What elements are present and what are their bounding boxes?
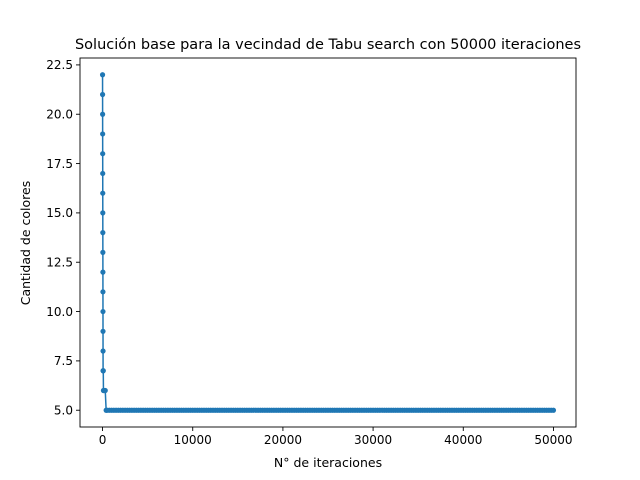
x-axis-label: N° de iteraciones xyxy=(274,455,382,470)
x-tick-label: 30000 xyxy=(354,433,392,447)
y-tick-label: 20.0 xyxy=(46,108,73,122)
data-point xyxy=(100,170,106,177)
y-axis-label: Cantidad de colores xyxy=(18,181,33,306)
x-tick-label: 50000 xyxy=(534,433,572,447)
plot-area xyxy=(99,72,557,413)
data-point xyxy=(100,308,106,315)
series-group xyxy=(99,72,557,413)
data-point xyxy=(100,210,106,216)
y-tick-label: 7.5 xyxy=(54,354,73,368)
y-tick-label: 10.0 xyxy=(46,305,73,319)
x-tick-label: 20000 xyxy=(264,433,302,447)
data-point xyxy=(550,407,557,413)
data-point xyxy=(100,328,106,334)
data-point xyxy=(100,368,106,374)
x-tick-label: 10000 xyxy=(174,433,212,447)
data-point xyxy=(100,289,106,295)
data-point xyxy=(100,348,106,354)
y-tick-label: 22.5 xyxy=(46,58,73,72)
data-point xyxy=(100,249,106,255)
data-point xyxy=(100,230,106,236)
y-tick-label: 5.0 xyxy=(54,404,73,418)
data-point xyxy=(100,269,106,275)
data-point xyxy=(99,72,106,78)
x-tick-label: 0 xyxy=(99,433,107,447)
data-point xyxy=(100,151,106,157)
y-tick-label: 15.0 xyxy=(46,206,73,220)
y-tick-label: 12.5 xyxy=(46,256,73,270)
data-point xyxy=(102,387,108,394)
axes-frame xyxy=(79,57,577,428)
data-point xyxy=(100,111,106,117)
y-tick-label: 17.5 xyxy=(46,157,73,171)
data-point xyxy=(100,131,106,137)
axes: 0 10000 20000 30000 40000 50000 5.0 7.5 10.0 12.5… xyxy=(46,57,577,447)
data-point xyxy=(99,91,106,98)
data-point xyxy=(100,190,106,196)
chart-title: Solución base para la vecindad de Tabu s… xyxy=(75,37,581,53)
x-tick-label: 40000 xyxy=(444,433,482,447)
